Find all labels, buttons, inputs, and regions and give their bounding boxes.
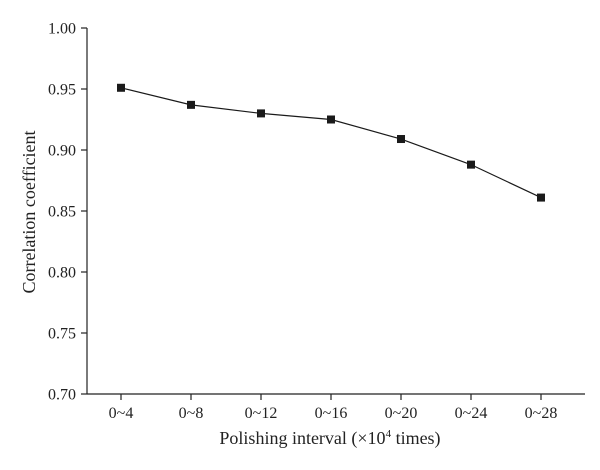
y-tick-label: 0.70	[48, 387, 76, 404]
y-tick-label: 0.90	[48, 143, 76, 160]
data-point-marker	[467, 160, 475, 169]
data-point-marker	[397, 135, 405, 144]
data-point-marker	[257, 109, 265, 118]
y-axis-ticks: 0.70 0.75 0.80 0.85 0.90 0.95 1.00	[48, 21, 87, 404]
y-tick-label: 0.75	[48, 326, 76, 343]
x-tick-label: 0~20	[385, 405, 418, 422]
x-axis-ticks: 0~4 0~8 0~12 0~16 0~20 0~24 0~28	[109, 394, 558, 422]
x-axis-title-unit: times)	[391, 428, 441, 449]
x-tick-label: 0~24	[455, 405, 488, 422]
y-tick-label: 0.95	[48, 82, 76, 99]
x-tick-label: 0~8	[179, 405, 204, 422]
y-tick-label: 1.00	[48, 21, 76, 38]
y-tick-label: 0.85	[48, 204, 76, 221]
data-point-marker	[327, 115, 335, 124]
x-tick-label: 0~16	[315, 405, 348, 422]
x-tick-label: 0~28	[525, 405, 558, 422]
series-path	[120, 87, 542, 199]
data-point-marker	[117, 83, 125, 92]
y-axis-title: Correlation coefficient	[19, 130, 39, 293]
data-point-marker	[187, 100, 195, 109]
data-point-marker	[537, 193, 545, 202]
axes	[86, 28, 585, 395]
x-tick-label: 0~12	[245, 405, 278, 422]
x-axis-title: Polishing interval (×104 times)	[219, 428, 440, 449]
x-axis-title-exponent: 4	[386, 428, 392, 440]
x-tick-label: 0~4	[109, 405, 134, 422]
y-tick-label: 0.80	[48, 265, 76, 282]
series-line	[117, 83, 545, 202]
x-axis-title-main: Polishing interval (×10	[219, 428, 385, 449]
